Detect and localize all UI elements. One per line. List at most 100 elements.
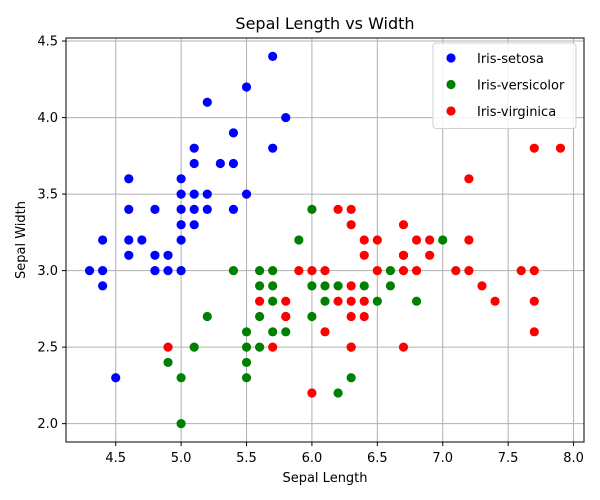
iris-virginica-point (398, 220, 409, 230)
iris-virginica-point (555, 143, 566, 153)
iris-versicolor-point (411, 296, 422, 306)
iris-virginica-point (254, 296, 265, 306)
iris-setosa-point (84, 266, 95, 276)
iris-versicolor-point (176, 373, 186, 383)
iris-setosa-point (111, 373, 121, 383)
iris-virginica-point (333, 296, 343, 306)
iris-setosa-point (176, 189, 186, 199)
iris-setosa-point (137, 235, 147, 245)
iris-versicolor-point (189, 342, 199, 352)
iris-virginica-point (320, 327, 330, 337)
iris-versicolor-point (241, 373, 252, 383)
iris-virginica-point (333, 204, 343, 214)
iris-virginica-point (294, 266, 304, 276)
iris-setosa-point (241, 189, 252, 199)
iris-virginica-point (529, 143, 539, 153)
iris-virginica-point (320, 266, 330, 276)
iris-setosa-point (189, 143, 199, 153)
iris-virginica-point (529, 266, 539, 276)
iris-setosa-point (202, 97, 212, 107)
legend-label: Iris-virginica (477, 105, 556, 120)
y-axis-label: Sepal Width (14, 201, 29, 279)
iris-virginica-point (398, 342, 409, 352)
iris-versicolor-point (254, 266, 265, 276)
x-tick-label: 7.0 (432, 451, 453, 466)
legend-label: Iris-setosa (477, 52, 544, 67)
iris-virginica-point (307, 388, 317, 398)
iris-setosa-point (163, 266, 173, 276)
iris-versicolor-point (241, 327, 252, 337)
iris-virginica-point (464, 266, 474, 276)
iris-versicolor-point (202, 311, 212, 322)
iris-setosa-point (189, 189, 199, 199)
iris-setosa-point (176, 220, 186, 230)
iris-virginica-point (281, 311, 291, 322)
iris-versicolor-point (241, 342, 252, 352)
iris-setosa-point (189, 204, 199, 214)
iris-virginica-point (464, 174, 474, 184)
iris-virginica-point (359, 296, 369, 306)
iris-virginica-point (516, 266, 526, 276)
iris-virginica-point (411, 266, 422, 276)
iris-versicolor-point (320, 281, 330, 291)
y-tick-label: 3.5 (37, 188, 58, 203)
iris-virginica-point (346, 281, 356, 291)
x-axis-label: Sepal Length (282, 471, 367, 486)
iris-virginica-point (425, 235, 435, 245)
iris-setosa-point (150, 250, 160, 260)
chart-title: Sepal Length vs Width (235, 14, 414, 33)
iris-setosa-point (98, 235, 108, 245)
iris-virginica-point (425, 250, 435, 260)
iris-setosa-point (98, 281, 108, 291)
iris-setosa-point (228, 128, 239, 138)
axis-ticks: 4.5 5.0 5.5 6.0 6.5 7.0 7.5 8.0 2.0 2.5 3.0 3.5 4.0 4… (37, 35, 584, 466)
iris-setosa-point (176, 235, 186, 245)
iris-virginica-point (398, 266, 409, 276)
iris-versicolor-point (307, 281, 317, 291)
iris-virginica-point (346, 296, 356, 306)
iris-versicolor-point (385, 266, 396, 276)
iris-virginica-point (359, 235, 369, 245)
x-tick-label: 4.5 (105, 451, 126, 466)
iris-setosa-point (124, 204, 134, 214)
iris-virginica-point (359, 311, 369, 322)
iris-virginica-point (359, 250, 369, 260)
iris-virginica-point (346, 342, 356, 352)
iris-setosa-point (202, 204, 212, 214)
x-tick-label: 5.5 (236, 451, 257, 466)
iris-virginica-point (451, 266, 461, 276)
iris-setosa-point (189, 158, 199, 169)
iris-versicolor-point (268, 327, 278, 337)
iris-virginica-point (268, 342, 278, 352)
iris-virginica-point (529, 296, 539, 306)
iris-versicolor-point (307, 311, 317, 322)
iris-versicolor-point (228, 266, 239, 276)
iris-virginica-point (372, 266, 382, 276)
iris-versicolor-point (268, 266, 278, 276)
iris-virginica-point (346, 204, 356, 214)
iris-versicolor-point (241, 357, 252, 368)
iris-versicolor-point (385, 281, 396, 291)
data-points (84, 51, 566, 429)
iris-setosa-point (228, 158, 239, 169)
iris-setosa-point (202, 189, 212, 199)
iris-virginica-point (477, 281, 487, 291)
iris-setosa-point (98, 266, 108, 276)
iris-versicolor-point (333, 281, 343, 291)
iris-setosa-point (268, 51, 278, 61)
iris-versicolor-point (438, 235, 448, 245)
iris-versicolor-point (307, 204, 317, 214)
x-tick-label: 8.0 (563, 451, 584, 466)
iris-setosa-point (150, 204, 160, 214)
legend-marker (446, 53, 456, 63)
iris-setosa-point (268, 143, 278, 153)
iris-versicolor-point (254, 342, 265, 352)
iris-setosa-point (228, 204, 239, 214)
plot-frame (65, 37, 585, 443)
iris-versicolor-point (346, 373, 356, 383)
y-tick-label: 2.0 (37, 417, 58, 432)
iris-setosa-point (176, 204, 186, 214)
y-tick-label: 4.0 (37, 111, 58, 126)
legend-marker (446, 79, 456, 90)
iris-setosa-point (176, 266, 186, 276)
